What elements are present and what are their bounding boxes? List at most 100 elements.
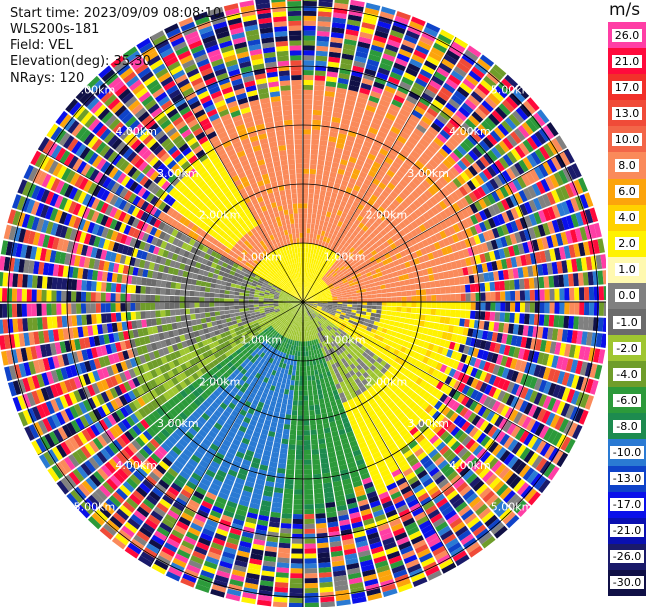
velocity-gate bbox=[166, 537, 180, 549]
velocity-gate bbox=[369, 371, 377, 379]
velocity-gate bbox=[377, 261, 384, 268]
velocity-gate bbox=[397, 327, 404, 334]
velocity-gate bbox=[579, 194, 589, 209]
velocity-gate bbox=[355, 416, 364, 424]
velocity-gate bbox=[455, 404, 465, 415]
velocity-gate bbox=[316, 169, 324, 176]
velocity-gate bbox=[409, 426, 419, 436]
velocity-gate bbox=[304, 578, 318, 584]
velocity-gate bbox=[406, 215, 415, 224]
velocity-gate bbox=[312, 303, 318, 305]
velocity-gate bbox=[558, 169, 569, 184]
velocity-gate bbox=[339, 184, 347, 192]
velocity-gate bbox=[308, 263, 311, 269]
velocity-gate bbox=[215, 378, 223, 386]
velocity-gate bbox=[226, 361, 234, 369]
velocity-gate bbox=[453, 415, 463, 426]
velocity-gate bbox=[519, 203, 529, 216]
velocity-gate bbox=[424, 130, 436, 141]
velocity-gate bbox=[449, 317, 456, 326]
velocity-gate bbox=[587, 316, 594, 331]
velocity-gate bbox=[322, 372, 328, 379]
velocity-gate bbox=[291, 355, 295, 361]
velocity-gate bbox=[190, 495, 203, 505]
velocity-gate bbox=[455, 352, 463, 362]
velocity-gate bbox=[308, 390, 313, 396]
velocity-gate bbox=[312, 304, 318, 306]
velocity-gate bbox=[440, 529, 454, 541]
velocity-gate bbox=[571, 330, 578, 344]
velocity-gate bbox=[344, 487, 355, 495]
velocity-gate bbox=[432, 545, 447, 557]
velocity-gate bbox=[464, 49, 479, 62]
velocity-gate bbox=[188, 476, 200, 486]
velocity-gate bbox=[515, 85, 530, 100]
velocity-gate bbox=[343, 281, 349, 286]
velocity-gate bbox=[178, 516, 191, 527]
velocity-gate bbox=[352, 367, 359, 374]
velocity-gate bbox=[387, 401, 396, 409]
velocity-gate bbox=[334, 314, 340, 318]
velocity-gate bbox=[303, 257, 306, 263]
velocity-gate bbox=[303, 425, 310, 431]
velocity-gate bbox=[303, 390, 308, 396]
velocity-gate bbox=[332, 340, 338, 346]
velocity-gate bbox=[336, 194, 344, 201]
velocity-gate bbox=[388, 277, 395, 283]
velocity-gate bbox=[472, 429, 483, 441]
velocity-gate bbox=[180, 363, 188, 372]
velocity-gate bbox=[581, 331, 588, 346]
velocity-gate bbox=[357, 92, 369, 100]
velocity-gate bbox=[393, 321, 400, 327]
velocity-gate bbox=[397, 85, 410, 95]
velocity-gate bbox=[468, 70, 482, 83]
velocity-gate bbox=[207, 417, 216, 426]
velocity-gate bbox=[311, 279, 315, 285]
velocity-gate bbox=[289, 583, 303, 589]
velocity-gate bbox=[437, 190, 447, 200]
velocity-gate bbox=[304, 602, 319, 607]
velocity-gate bbox=[498, 417, 509, 430]
velocity-gate bbox=[353, 184, 361, 192]
velocity-gate bbox=[323, 285, 329, 290]
velocity-gate bbox=[533, 364, 542, 377]
velocity-gate bbox=[561, 260, 568, 274]
velocity-gate bbox=[385, 310, 392, 316]
velocity-gate bbox=[333, 367, 339, 374]
velocity-gate bbox=[324, 216, 330, 223]
velocity-gate bbox=[332, 357, 338, 364]
velocity-gate bbox=[215, 370, 223, 378]
velocity-gate bbox=[315, 359, 320, 365]
velocity-gate bbox=[481, 408, 492, 420]
velocity-gate bbox=[376, 152, 387, 161]
velocity-gate bbox=[281, 336, 286, 342]
velocity-gate bbox=[358, 331, 365, 337]
velocity-gate bbox=[292, 314, 296, 320]
velocity-gate bbox=[212, 478, 223, 487]
velocity-gate bbox=[326, 76, 338, 83]
velocity-gate bbox=[283, 332, 288, 338]
velocity-gate bbox=[449, 455, 461, 467]
velocity-gate bbox=[307, 299, 313, 301]
velocity-gate bbox=[478, 210, 488, 221]
velocity-gate bbox=[321, 268, 327, 274]
velocity-gate bbox=[436, 264, 443, 273]
velocity-gate bbox=[336, 137, 346, 145]
velocity-gate bbox=[241, 375, 248, 382]
velocity-gate bbox=[475, 463, 487, 476]
velocity-gate bbox=[392, 326, 399, 332]
velocity-gate bbox=[357, 323, 363, 328]
velocity-gate bbox=[319, 586, 334, 593]
velocity-gate bbox=[369, 541, 383, 550]
velocity-gate bbox=[136, 530, 150, 543]
velocity-gate bbox=[278, 458, 287, 464]
velocity-gate bbox=[421, 64, 435, 75]
velocity-gate bbox=[303, 84, 314, 91]
velocity-gate bbox=[313, 311, 318, 316]
velocity-gate bbox=[230, 379, 238, 387]
velocity-gate bbox=[219, 360, 227, 368]
velocity-gate bbox=[116, 508, 130, 521]
velocity-gate bbox=[371, 290, 377, 295]
velocity-gate bbox=[470, 130, 482, 143]
velocity-gate bbox=[145, 381, 154, 391]
